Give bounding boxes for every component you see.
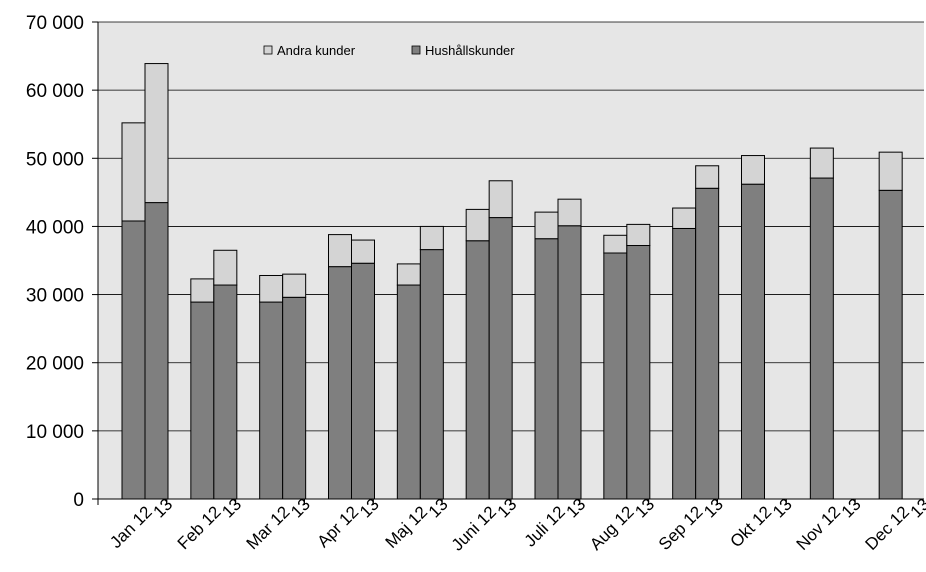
bar-andra-kunder [488, 180, 513, 219]
bar-hushallskunder [396, 284, 421, 500]
bar-andra-kunder [121, 122, 146, 222]
bar-andra-kunder [419, 225, 444, 251]
bar-andra-kunder [695, 165, 720, 189]
bar-andra-kunder [213, 249, 238, 286]
bar-andra-kunder [809, 147, 834, 179]
bar-hushallskunder [557, 225, 582, 500]
bar-hushallskunder [351, 262, 375, 500]
x-tick-label-text: Okt 12 [726, 502, 775, 551]
bar-hushallskunder [328, 266, 352, 500]
bar-andra-kunder [557, 198, 582, 227]
bars [121, 63, 903, 500]
legend-swatch-andra-kunder [263, 45, 273, 55]
x-tick-label-text: Juli 12 [521, 502, 569, 550]
x-tick-label-text: Nov 12 [793, 502, 845, 554]
y-tick-label: 70 000 [26, 13, 84, 34]
x-tick-label-text: Maj 12 [382, 502, 432, 552]
bar-hushallskunder [809, 177, 834, 500]
x-tick-label-text: Feb 12 [174, 502, 225, 553]
bar-andra-kunder [351, 239, 375, 264]
x-tick-label-text: Dec 12 [861, 502, 913, 554]
x-tick-label-text: Apr 12 [313, 502, 362, 551]
bar-andra-kunder [282, 273, 307, 298]
x-tick-label-text: Jan 12 [106, 502, 156, 552]
bar-hushallskunder [282, 296, 307, 500]
bar-andra-kunder [626, 223, 651, 247]
bar-hushallskunder [534, 238, 559, 500]
bar-andra-kunder [190, 278, 215, 303]
x-tick-label-text: Aug 12 [586, 502, 638, 554]
bar-hushallskunder [259, 301, 284, 500]
bar-andra-kunder [878, 151, 903, 191]
x-tick-label-text: Juni 12 [448, 502, 500, 554]
x-tick-label-text: Sep 12 [655, 502, 707, 554]
bar-hushallskunder [695, 187, 720, 500]
bar-andra-kunder [465, 208, 490, 242]
y-axis-ticks: 0 10 000 20 000 30 000 40 000 50 000 60 000 70 … [26, 13, 98, 511]
bar-hushallskunder [878, 189, 903, 500]
bar-hushallskunder [626, 245, 651, 500]
legend-label-hushallskunder: Hushållskunder [425, 43, 515, 58]
bar-hushallskunder [144, 202, 169, 500]
bar-andra-kunder [328, 234, 352, 268]
bar-hushallskunder [213, 284, 238, 500]
y-tick-label: 20 000 [26, 354, 84, 375]
y-tick-label: 10 000 [26, 422, 84, 443]
bar-hushallskunder [465, 240, 490, 500]
x-tick-label-text: Mar 12 [243, 502, 294, 553]
bar-hushallskunder [121, 220, 146, 500]
bar-hushallskunder [488, 217, 513, 500]
bar-andra-kunder [259, 274, 284, 303]
y-tick-label: 60 000 [26, 81, 84, 102]
y-tick-label: 40 000 [26, 217, 84, 238]
bar-andra-kunder [144, 63, 169, 204]
bar-andra-kunder [603, 234, 628, 254]
bar-andra-kunder [672, 207, 697, 229]
y-tick-label: 50 000 [26, 149, 84, 170]
bar-hushallskunder [603, 252, 628, 500]
y-tick-label: 0 [73, 490, 84, 511]
y-tick-label: 30 000 [26, 286, 84, 307]
bar-hushallskunder [741, 183, 765, 500]
bar-andra-kunder [741, 155, 765, 185]
legend: Andra kunder Hushållskunder [263, 43, 515, 58]
bar-andra-kunder [534, 211, 559, 240]
legend-swatch-hushallskunder [411, 45, 421, 55]
legend-label-andra-kunder: Andra kunder [277, 43, 356, 58]
bar-hushallskunder [190, 301, 215, 500]
bar-hushallskunder [419, 249, 444, 500]
bar-hushallskunder [672, 227, 697, 500]
bar-andra-kunder [396, 263, 421, 286]
